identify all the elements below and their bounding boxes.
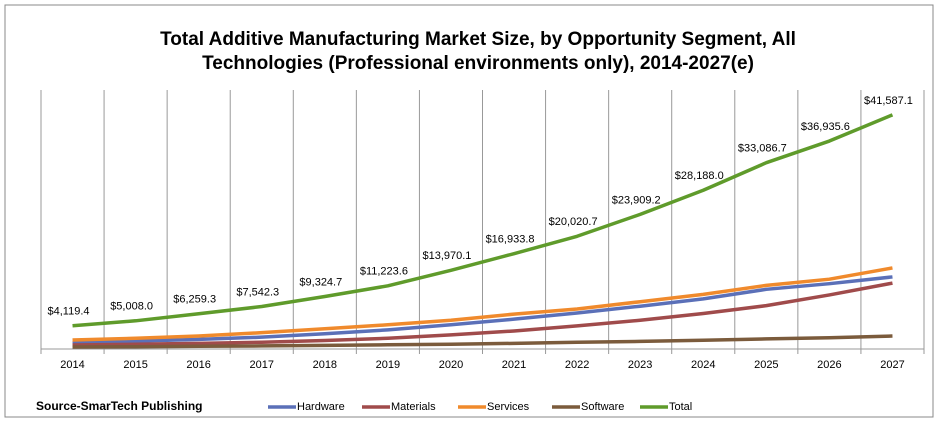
x-tick-label: 2014 bbox=[60, 359, 84, 371]
data-label: $6,259.3 bbox=[173, 294, 216, 306]
chart-frame bbox=[4, 4, 934, 418]
data-label: $23,909.2 bbox=[612, 194, 661, 206]
x-tick-label: 2021 bbox=[502, 359, 526, 371]
legend-label: Software bbox=[581, 401, 624, 413]
data-label: $36,935.6 bbox=[801, 121, 850, 133]
legend-label: Total bbox=[669, 401, 692, 413]
data-label: $5,008.0 bbox=[110, 301, 153, 313]
x-tick-label: 2024 bbox=[691, 359, 715, 371]
data-label: $9,324.7 bbox=[299, 276, 342, 288]
data-label: $16,933.8 bbox=[486, 234, 535, 246]
data-label: $20,020.7 bbox=[549, 216, 598, 228]
x-tick-label: 2018 bbox=[313, 359, 337, 371]
x-tick-label: 2016 bbox=[186, 359, 210, 371]
x-tick-label: 2026 bbox=[817, 359, 841, 371]
data-label: $4,119.4 bbox=[48, 306, 90, 318]
chart-title: Total Additive Manufacturing Market Size… bbox=[160, 29, 796, 50]
legend-label: Hardware bbox=[297, 401, 345, 413]
data-label: $33,086.7 bbox=[738, 143, 787, 155]
x-tick-label: 2023 bbox=[628, 359, 652, 371]
source: Source-SmarTech Publishing bbox=[36, 399, 202, 413]
x-tick-label: 2027 bbox=[880, 359, 904, 371]
data-label: $13,970.1 bbox=[422, 250, 471, 262]
data-label: $7,542.3 bbox=[236, 286, 279, 298]
series-line bbox=[72, 266, 893, 342]
x-tick-label: 2020 bbox=[439, 359, 463, 371]
data-label: $11,223.6 bbox=[360, 266, 408, 278]
series-line bbox=[72, 275, 893, 345]
chart-title-line2: Technologies (Professional environments … bbox=[202, 53, 754, 74]
x-tick-label: 2015 bbox=[123, 359, 147, 371]
x-tick-label: 2025 bbox=[754, 359, 778, 371]
data-label: $41,587.1 bbox=[864, 95, 913, 107]
data-label: $28,188.0 bbox=[675, 170, 724, 182]
x-tick-label: 2019 bbox=[376, 359, 400, 371]
series-line bbox=[72, 281, 893, 347]
series-line bbox=[72, 334, 893, 349]
x-tick-label: 2022 bbox=[565, 359, 589, 371]
legend-label: Services bbox=[487, 401, 530, 413]
legend-label: Materials bbox=[391, 401, 436, 413]
series-line bbox=[72, 113, 894, 328]
x-tick-label: 2017 bbox=[250, 359, 274, 371]
